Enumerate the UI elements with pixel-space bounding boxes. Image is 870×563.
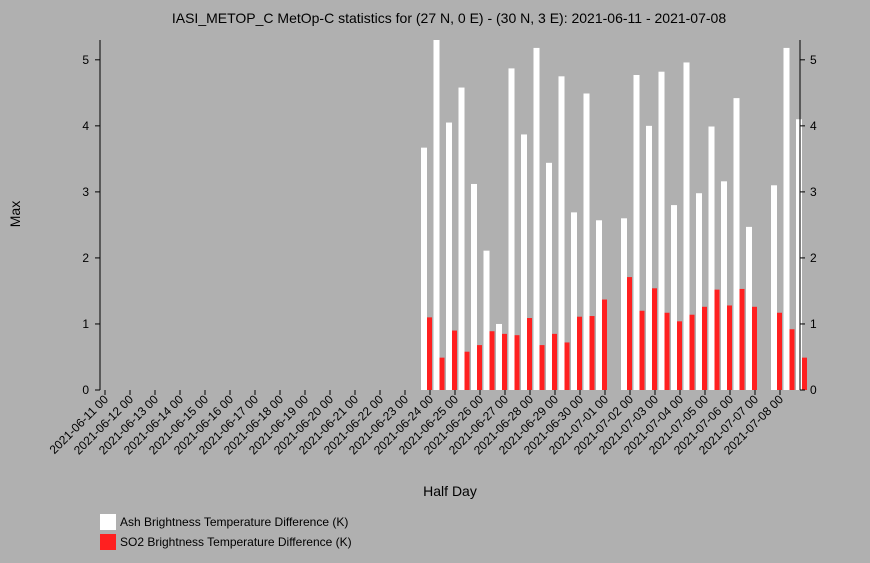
ash-bar <box>508 68 515 390</box>
ash-bar <box>446 122 452 390</box>
x-axis-label: Half Day <box>423 483 477 499</box>
ash-bar <box>483 250 490 390</box>
so2-bar <box>677 321 682 390</box>
so2-bar <box>627 277 632 390</box>
so2-bar <box>452 330 457 390</box>
ash-bar <box>546 162 552 390</box>
ash-bar <box>658 71 665 390</box>
so2-bar <box>477 345 482 390</box>
so2-bar <box>727 305 732 390</box>
y-tick-label-right: 2 <box>810 251 817 265</box>
so2-bar <box>539 345 545 390</box>
legend: Ash Brightness Temperature Difference (K… <box>100 512 352 552</box>
ash-bar <box>596 220 602 390</box>
y-tick-label-left: 0 <box>82 383 89 397</box>
so2-bar <box>739 288 745 390</box>
so2-bar <box>527 318 532 390</box>
ash-bar <box>783 47 790 390</box>
legend-swatch-so2 <box>100 534 116 550</box>
ash-bar <box>496 323 502 390</box>
so2-bar <box>652 288 657 390</box>
ash-bar <box>646 125 652 390</box>
y-tick-label-right: 3 <box>810 185 817 199</box>
y-tick-label-left: 3 <box>82 185 89 199</box>
ash-bar <box>471 183 477 390</box>
ash-bar <box>571 212 577 390</box>
so2-bar <box>777 312 782 390</box>
ash-bar <box>583 93 590 390</box>
ash-bar <box>696 193 702 390</box>
ash-bar <box>771 185 777 390</box>
so2-bar <box>689 314 695 390</box>
y-axis-label: Max <box>7 201 23 227</box>
legend-swatch-ash <box>100 514 116 530</box>
chart-title: IASI_METOP_C MetOp-C statistics for (27 … <box>172 10 726 26</box>
ash-bar <box>733 98 740 390</box>
y-tick-label-left: 1 <box>82 317 89 331</box>
so2-bar <box>502 333 507 390</box>
ash-bar <box>421 147 427 390</box>
ash-bar <box>621 218 627 390</box>
so2-bar <box>552 333 557 390</box>
ash-bar <box>458 87 465 390</box>
so2-bar <box>639 310 645 390</box>
ash-bar <box>796 119 802 390</box>
y-tick-label-left: 5 <box>82 53 89 67</box>
so2-bar <box>752 306 757 390</box>
legend-label-so2: SO2 Brightness Temperature Difference (K… <box>120 535 352 549</box>
y-tick-label-left: 4 <box>82 119 89 133</box>
so2-bar <box>464 351 470 390</box>
ash-bar <box>671 205 677 390</box>
so2-bar <box>714 289 720 390</box>
so2-bar <box>589 316 595 390</box>
so2-bar <box>514 335 520 390</box>
ash-bar <box>708 126 715 391</box>
so2-bar <box>439 357 445 390</box>
so2-bar <box>664 312 670 390</box>
so2-bar <box>489 331 495 390</box>
y-tick-label-right: 5 <box>810 53 817 67</box>
ash-bar <box>558 76 565 391</box>
so2-bar <box>789 329 795 390</box>
so2-bar <box>602 299 607 390</box>
ash-bar <box>533 47 540 390</box>
so2-bar <box>564 342 570 390</box>
ash-bar <box>433 40 440 390</box>
so2-bar <box>802 357 807 390</box>
so2-bar <box>702 306 707 390</box>
so2-bar <box>577 316 582 390</box>
ash-bar <box>633 75 640 390</box>
ash-bar <box>683 62 690 391</box>
y-tick-label-right: 1 <box>810 317 817 331</box>
ash-bar <box>721 181 727 390</box>
y-tick-label-left: 2 <box>82 251 89 265</box>
y-tick-label-right: 4 <box>810 119 817 133</box>
so2-bar <box>427 317 432 390</box>
ash-bar <box>521 134 527 390</box>
legend-item-so2: SO2 Brightness Temperature Difference (K… <box>100 532 352 552</box>
bars-layer <box>421 40 807 391</box>
legend-label-ash: Ash Brightness Temperature Difference (K… <box>120 515 349 529</box>
y-tick-label-right: 0 <box>810 383 817 397</box>
legend-item-ash: Ash Brightness Temperature Difference (K… <box>100 512 352 532</box>
ash-bar <box>746 226 752 390</box>
